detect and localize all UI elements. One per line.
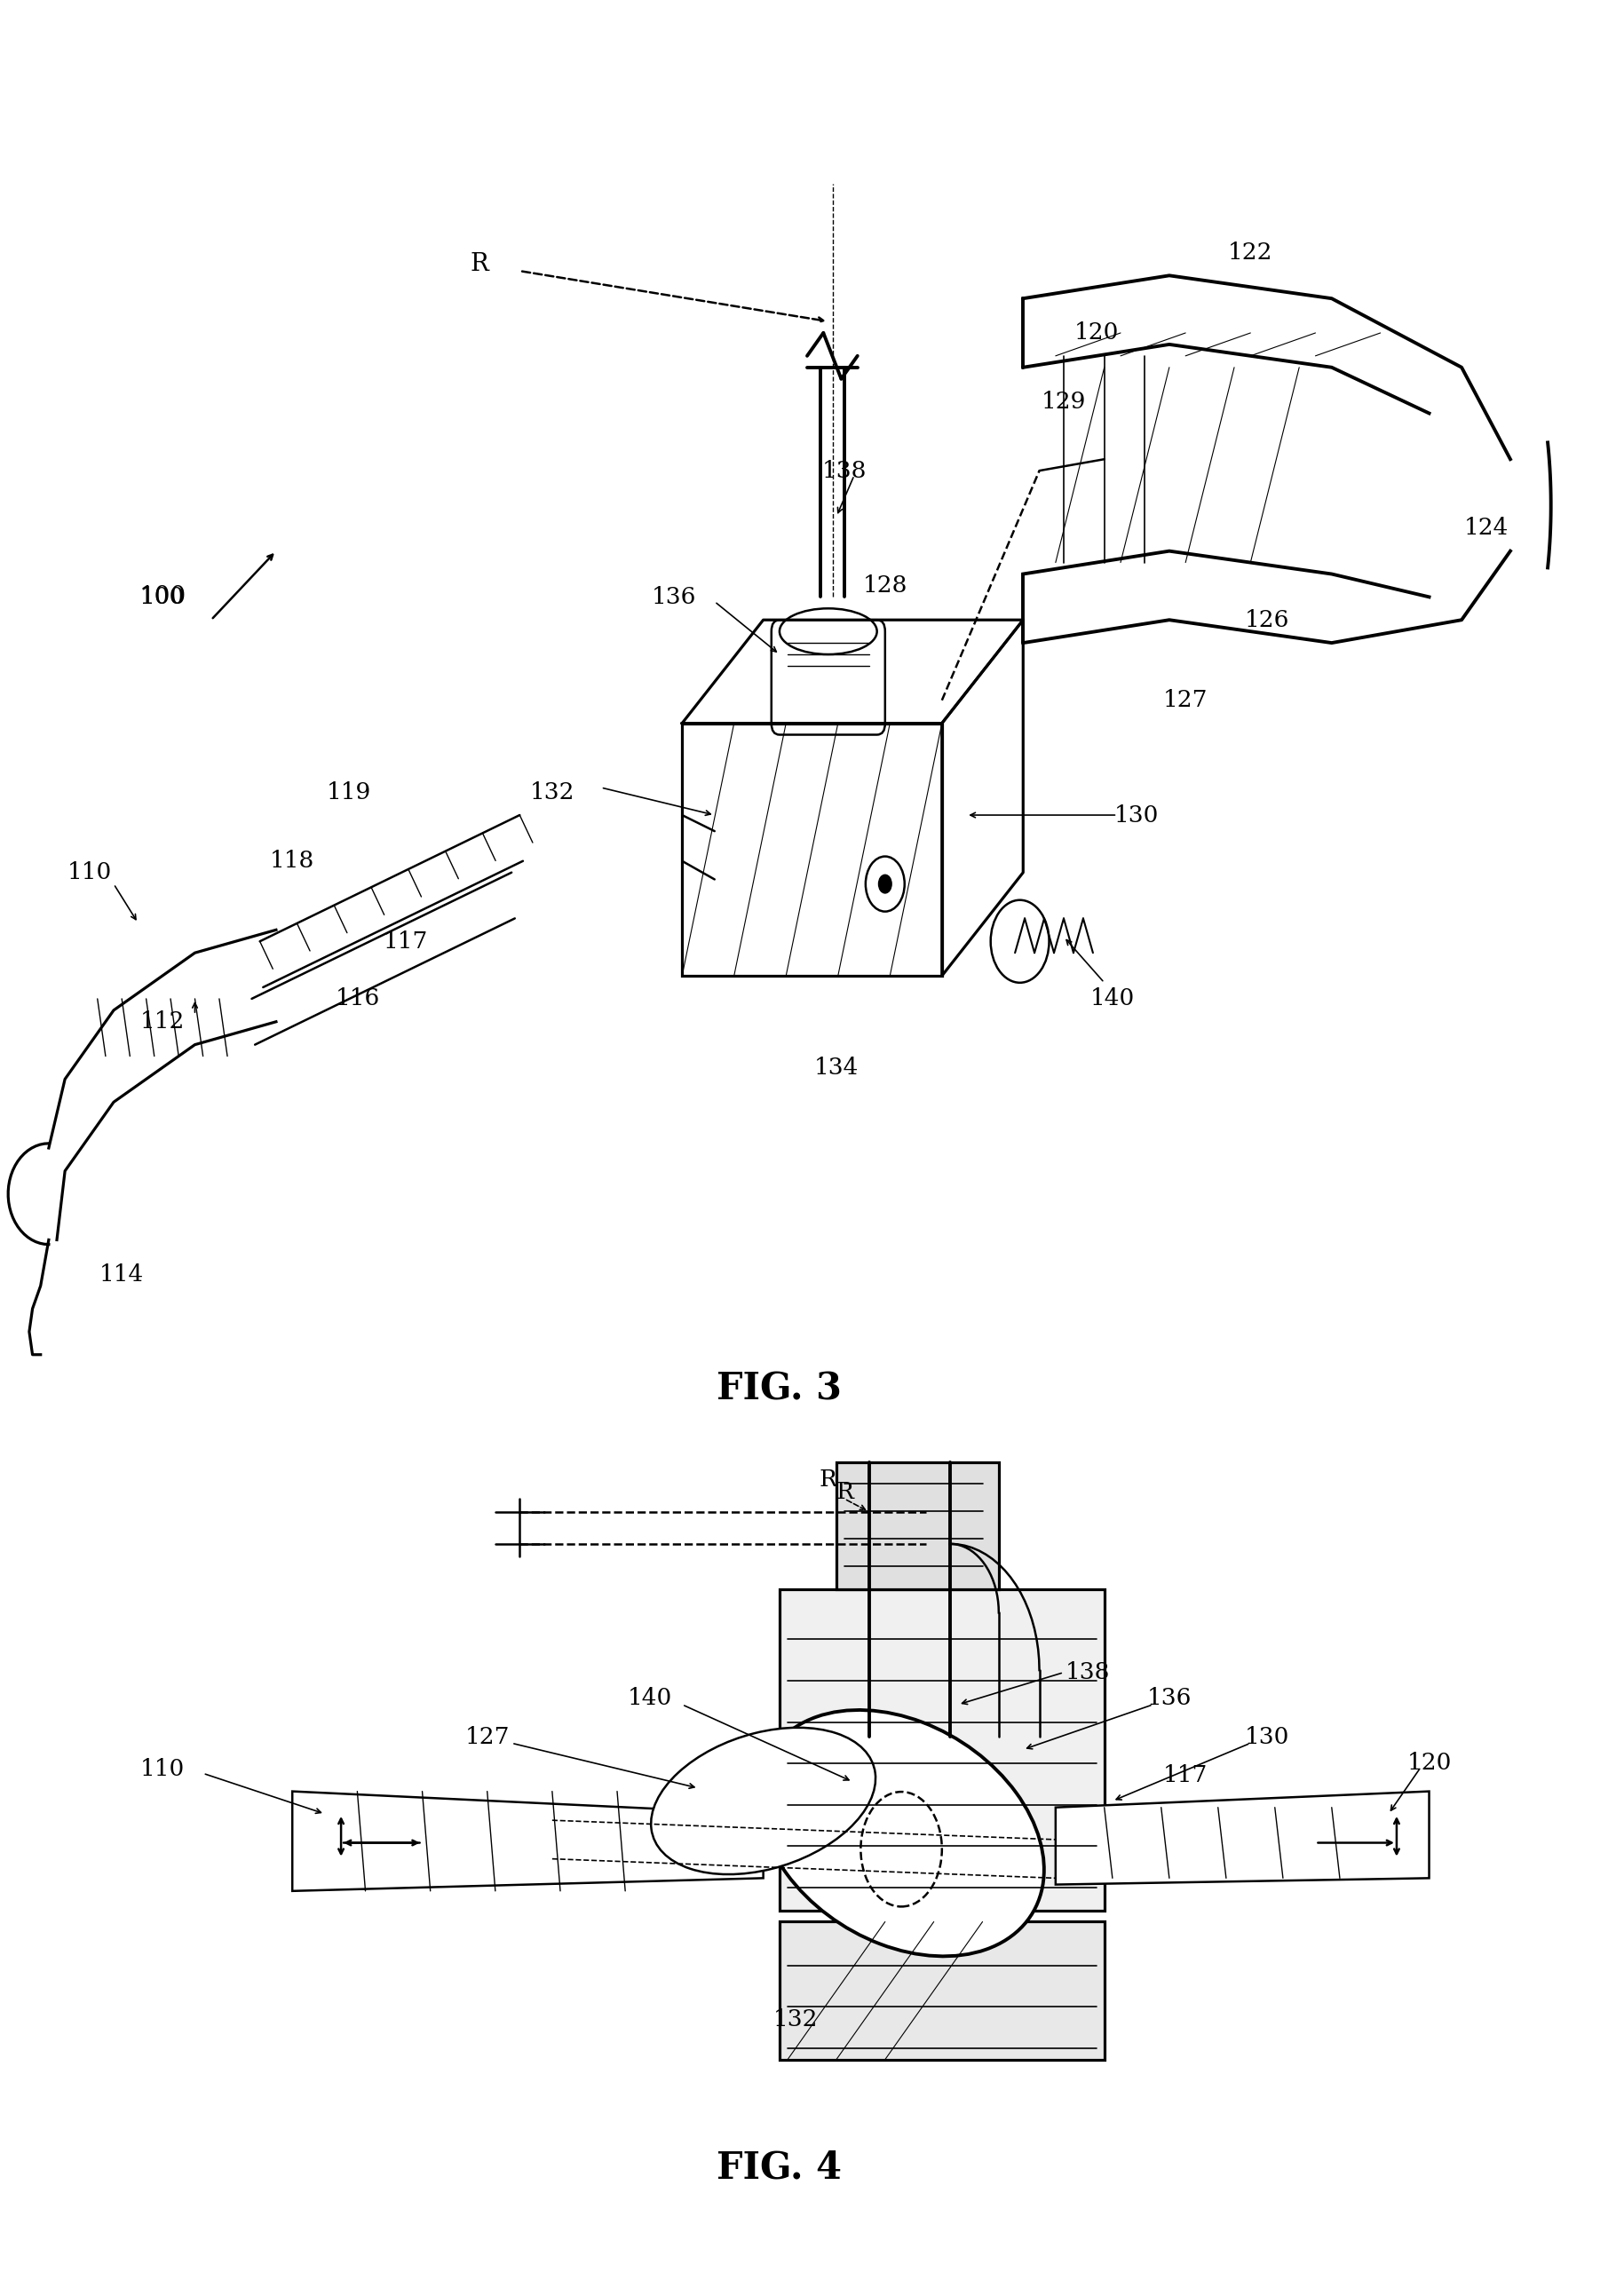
Text: 136: 136	[651, 585, 697, 608]
Text: 110: 110	[67, 861, 112, 884]
Text: 134: 134	[814, 1056, 859, 1079]
Text: FIG. 3: FIG. 3	[716, 1371, 843, 1407]
Text: R: R	[820, 1469, 836, 1490]
Text: 119: 119	[326, 781, 372, 804]
Text: 128: 128	[862, 574, 908, 597]
Text: 140: 140	[1090, 987, 1135, 1010]
Text: 110: 110	[140, 1759, 185, 1779]
Text: 138: 138	[1065, 1662, 1111, 1683]
Text: 116: 116	[335, 987, 380, 1010]
Text: 100: 100	[140, 585, 185, 608]
Bar	[780, 1589, 1104, 1910]
Polygon shape	[292, 1791, 763, 1892]
Text: 130: 130	[1114, 804, 1160, 827]
Text: 127: 127	[464, 1727, 510, 1747]
Text: 112: 112	[140, 1010, 185, 1033]
Text: R: R	[469, 253, 489, 276]
Text: FIG. 4: FIG. 4	[716, 2149, 843, 2186]
Circle shape	[879, 875, 892, 893]
Text: 140: 140	[627, 1688, 672, 1708]
Text: 120: 120	[1073, 321, 1119, 344]
Bar	[780, 1922, 1104, 2060]
Text: R: R	[836, 1481, 853, 1504]
Text: 120: 120	[1406, 1752, 1452, 1773]
Text: 118: 118	[270, 850, 315, 872]
Text: 127: 127	[1163, 689, 1208, 712]
Ellipse shape	[651, 1727, 875, 1874]
Ellipse shape	[758, 1711, 1044, 1956]
Text: 100: 100	[138, 585, 187, 608]
Text: 122: 122	[1228, 241, 1273, 264]
Text: 126: 126	[1244, 608, 1289, 631]
Text: 124: 124	[1463, 517, 1509, 540]
Polygon shape	[1056, 1791, 1429, 1885]
Text: 117: 117	[1163, 1763, 1208, 1786]
Text: 130: 130	[1244, 1727, 1289, 1747]
Text: 114: 114	[99, 1263, 145, 1286]
Text: 132: 132	[529, 781, 575, 804]
Text: 138: 138	[822, 459, 867, 482]
Text: 136: 136	[1147, 1688, 1192, 1708]
Text: 132: 132	[773, 2009, 818, 2030]
Text: 117: 117	[383, 930, 429, 953]
Bar	[836, 1463, 999, 1589]
Text: 129: 129	[1041, 390, 1086, 413]
